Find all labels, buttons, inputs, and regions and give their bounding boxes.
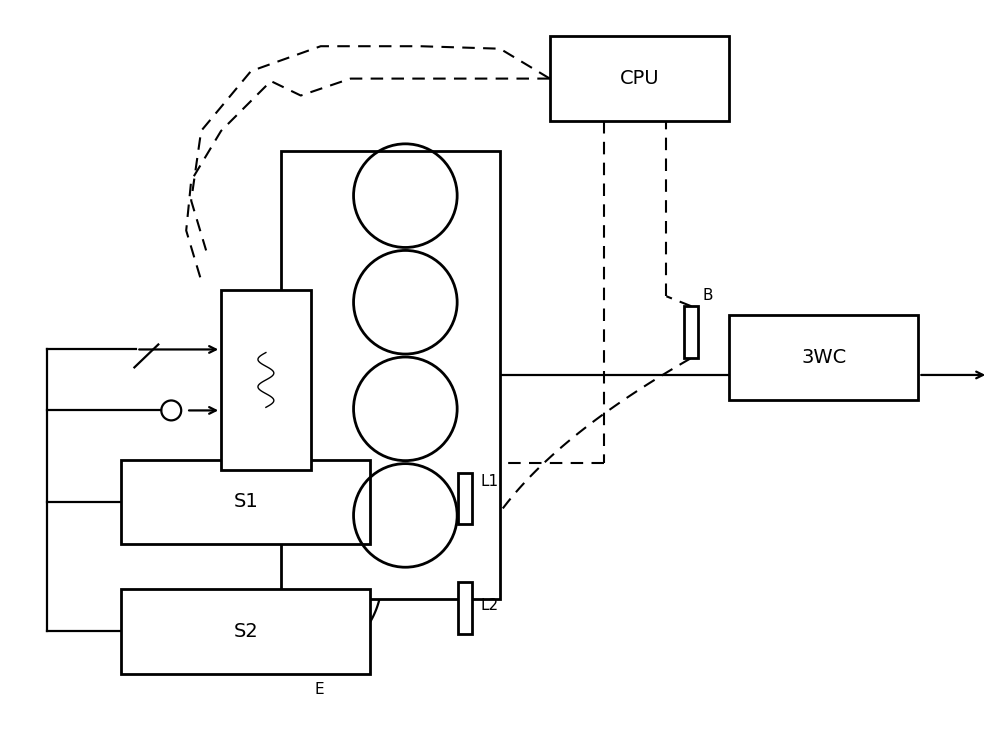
Text: L2: L2 xyxy=(480,598,498,613)
Text: S2: S2 xyxy=(234,622,258,641)
Bar xyxy=(458,582,472,634)
Bar xyxy=(281,151,500,599)
Text: E: E xyxy=(315,682,325,697)
Text: L1: L1 xyxy=(480,474,498,488)
Bar xyxy=(121,460,370,545)
Bar xyxy=(729,315,918,400)
Text: B: B xyxy=(702,288,713,303)
Text: 3WC: 3WC xyxy=(801,348,846,367)
Bar xyxy=(458,472,472,524)
Text: S1: S1 xyxy=(234,493,258,512)
Bar xyxy=(550,36,729,121)
Text: CPU: CPU xyxy=(620,69,659,88)
Bar xyxy=(121,589,370,674)
Bar xyxy=(684,306,698,358)
Bar xyxy=(221,291,311,469)
